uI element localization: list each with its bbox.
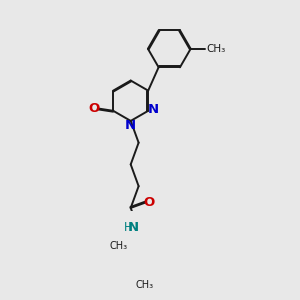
Text: N: N (148, 103, 159, 116)
Text: O: O (143, 196, 155, 209)
Text: N: N (128, 220, 139, 233)
Text: CH₃: CH₃ (207, 44, 226, 54)
Text: O: O (88, 102, 99, 115)
Text: H: H (124, 220, 133, 233)
Text: CH₃: CH₃ (136, 280, 154, 290)
Text: N: N (124, 119, 136, 133)
Text: CH₃: CH₃ (110, 241, 128, 251)
